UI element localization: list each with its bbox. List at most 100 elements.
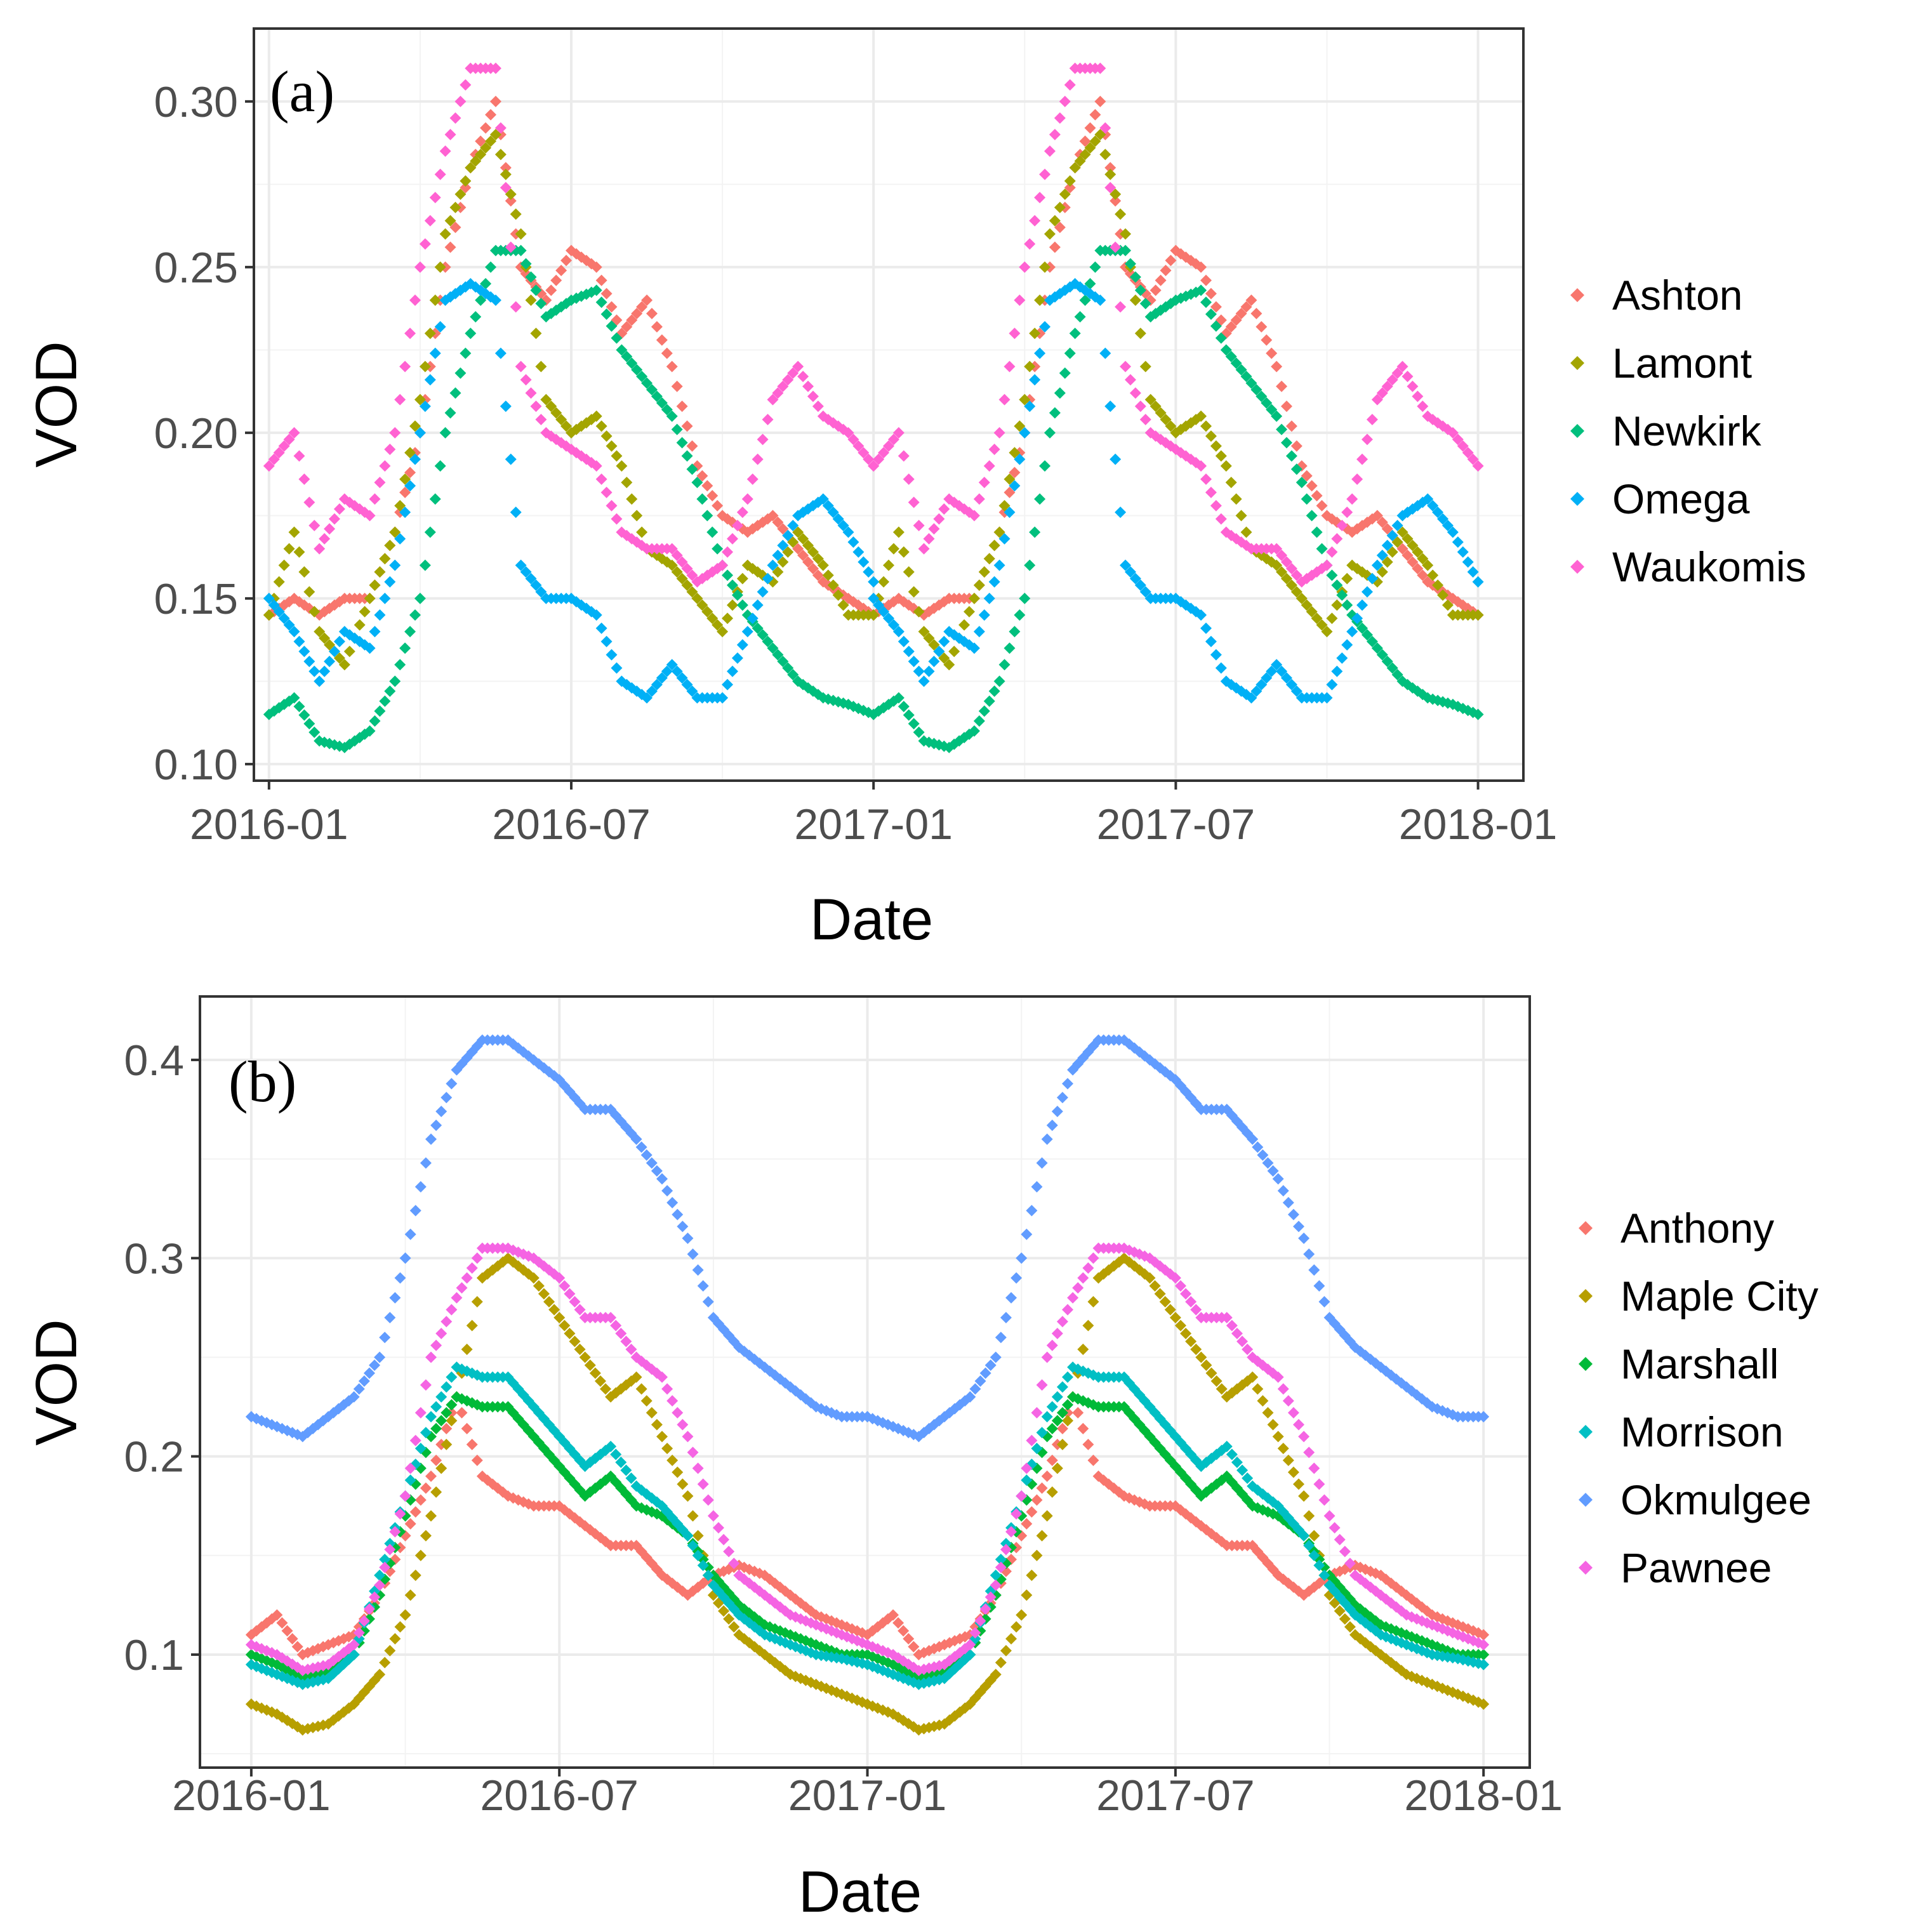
data-point xyxy=(1422,493,1434,505)
data-point xyxy=(444,215,456,227)
data-point xyxy=(661,1383,673,1395)
data-point xyxy=(1303,1248,1315,1260)
data-point xyxy=(1256,321,1268,333)
data-point xyxy=(569,1296,581,1308)
data-point xyxy=(409,420,421,432)
data-point xyxy=(923,665,935,677)
data-point xyxy=(718,1533,730,1545)
data-point xyxy=(515,361,527,373)
data-point xyxy=(1339,1613,1351,1625)
data-point xyxy=(333,635,345,647)
data-point xyxy=(1044,228,1056,240)
data-point xyxy=(1478,1629,1490,1641)
data-point xyxy=(559,1320,571,1332)
data-point xyxy=(404,328,416,340)
data-point xyxy=(1287,1406,1299,1419)
data-point xyxy=(1303,1510,1315,1522)
data-point xyxy=(379,553,391,565)
legend-label: Lamont xyxy=(1612,340,1752,387)
data-point xyxy=(832,513,844,525)
data-point xyxy=(384,539,396,552)
data-point xyxy=(1014,420,1026,432)
data-point xyxy=(414,592,426,604)
data-point xyxy=(983,553,995,565)
data-point xyxy=(1084,277,1096,289)
data-point xyxy=(1361,629,1373,641)
data-point xyxy=(686,685,698,698)
data-point xyxy=(363,1603,375,1615)
data-point xyxy=(1064,79,1076,91)
data-point xyxy=(812,400,824,413)
data-point xyxy=(908,586,920,598)
data-point xyxy=(394,394,406,406)
data-point xyxy=(772,566,784,578)
data-point xyxy=(298,473,310,485)
data-point xyxy=(635,1141,647,1153)
data-point xyxy=(1034,347,1046,359)
data-point xyxy=(1150,400,1162,413)
data-point xyxy=(1084,122,1096,134)
data-point xyxy=(384,1544,396,1556)
data-point xyxy=(1341,506,1353,519)
data-point xyxy=(389,1632,401,1644)
data-point xyxy=(1391,536,1403,548)
data-point xyxy=(984,1359,997,1371)
data-point xyxy=(358,1615,370,1627)
data-point xyxy=(466,1438,478,1450)
data-point xyxy=(263,592,275,604)
data-point xyxy=(446,1078,458,1090)
data-point xyxy=(616,460,628,472)
data-point xyxy=(454,367,467,379)
data-point xyxy=(802,556,814,568)
data-point xyxy=(817,559,829,571)
data-point xyxy=(1407,380,1419,392)
data-point xyxy=(1296,592,1308,604)
data-point xyxy=(827,506,839,519)
data-point xyxy=(441,1438,453,1450)
data-point xyxy=(394,1508,406,1520)
data-point xyxy=(1346,493,1358,505)
data-point xyxy=(425,1351,437,1363)
data-point xyxy=(983,592,995,604)
data-point xyxy=(409,1506,421,1518)
data-point xyxy=(595,473,607,485)
data-point xyxy=(441,1316,453,1328)
data-point xyxy=(1266,665,1278,677)
data-point xyxy=(671,665,683,677)
data-point xyxy=(354,619,366,631)
data-point xyxy=(1225,477,1237,489)
data-point xyxy=(677,1478,689,1490)
legend-label: Newkirk xyxy=(1612,407,1762,454)
data-point xyxy=(359,605,371,618)
data-point xyxy=(646,1157,658,1169)
data-point xyxy=(1356,599,1369,611)
data-point xyxy=(630,1133,642,1145)
data-point xyxy=(420,1530,432,1542)
data-point xyxy=(314,626,326,638)
data-point xyxy=(1067,1292,1079,1304)
data-point xyxy=(451,1292,463,1304)
data-point xyxy=(797,550,809,562)
data-point xyxy=(1261,397,1273,409)
data-point xyxy=(394,533,406,545)
data-point xyxy=(681,420,693,432)
data-point xyxy=(1079,149,1091,161)
data-point xyxy=(676,400,688,413)
series-morrison xyxy=(245,1361,1490,1690)
panel-b-ticks: 2016-01 2016-07 2017-01 2017-07 2018-01 0.1 0.… xyxy=(124,1036,1563,1820)
data-point xyxy=(1064,347,1076,359)
data-point xyxy=(998,500,1011,512)
data-point xyxy=(449,387,461,399)
data-point xyxy=(374,705,386,717)
data-point xyxy=(979,1603,991,1615)
data-point xyxy=(842,526,854,538)
data-point xyxy=(687,1248,699,1260)
data-point xyxy=(1276,550,1288,562)
data-point xyxy=(1024,361,1036,373)
data-point xyxy=(666,543,678,555)
legend-key xyxy=(1570,356,1584,370)
data-point xyxy=(1056,1406,1068,1419)
data-point xyxy=(553,1272,566,1284)
data-point xyxy=(1129,387,1141,399)
data-point xyxy=(723,1613,735,1625)
